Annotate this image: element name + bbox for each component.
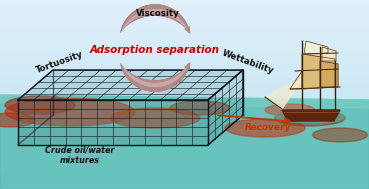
Text: Tortuosity: Tortuosity [35,49,85,75]
Ellipse shape [275,111,345,123]
Ellipse shape [313,128,368,142]
Polygon shape [265,79,302,109]
Ellipse shape [170,101,230,115]
Polygon shape [208,70,243,145]
Text: Wettability: Wettability [221,48,275,76]
Ellipse shape [225,119,305,137]
Polygon shape [18,100,208,145]
Polygon shape [322,47,336,61]
Polygon shape [320,61,338,87]
Polygon shape [0,95,369,189]
Text: Viscosity: Viscosity [136,9,180,19]
Ellipse shape [5,96,75,114]
Text: Adsorption separation: Adsorption separation [90,45,220,55]
Polygon shape [290,71,302,89]
Text: Crude oil/water
mixtures: Crude oil/water mixtures [45,145,115,165]
Polygon shape [0,95,369,108]
Polygon shape [304,41,328,54]
Ellipse shape [275,110,345,126]
Ellipse shape [0,113,35,127]
Text: Recovery: Recovery [245,123,291,132]
Polygon shape [18,70,243,100]
Polygon shape [302,54,335,89]
Polygon shape [282,110,340,121]
Ellipse shape [265,104,315,116]
Ellipse shape [110,108,200,128]
Ellipse shape [5,98,135,126]
